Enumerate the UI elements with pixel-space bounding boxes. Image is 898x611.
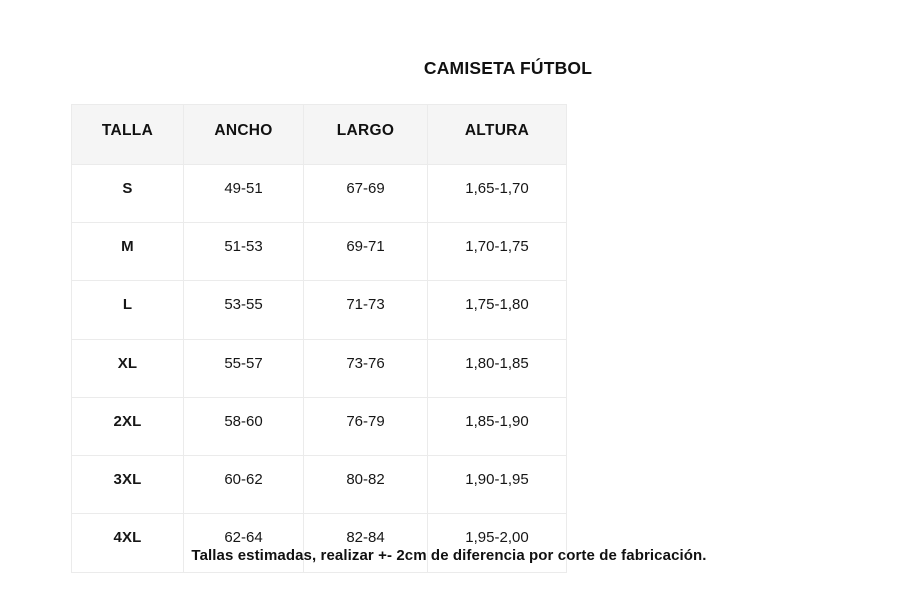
cell-largo: 69-71	[303, 222, 428, 282]
table-row: L 53-55 71-73 1,75-1,80	[71, 280, 567, 340]
table-row: S 49-51 67-69 1,65-1,70	[71, 163, 567, 224]
cell-largo: 73-76	[303, 338, 428, 398]
cell-altura: 1,85-1,90	[427, 396, 567, 457]
cell-altura: 1,80-1,85	[427, 338, 567, 398]
column-header-talla: TALLA	[71, 104, 184, 165]
table-body: S 49-51 67-69 1,65-1,70 M 51-53 69-71 1,…	[71, 163, 567, 573]
cell-ancho: 62-64	[183, 513, 304, 573]
cell-talla: L	[71, 280, 184, 340]
column-header-largo: LARGO	[303, 104, 428, 165]
page-title: CAMISETA FÚTBOL	[423, 58, 593, 78]
cell-altura: 1,65-1,70	[427, 163, 567, 224]
table-header-row: TALLA ANCHO LARGO ALTURA	[71, 104, 567, 165]
table-row: 3XL 60-62 80-82 1,90-1,95	[71, 455, 567, 515]
cell-ancho: 53-55	[183, 280, 304, 340]
cell-ancho: 58-60	[183, 396, 304, 457]
cell-ancho: 51-53	[183, 222, 304, 282]
cell-largo: 76-79	[303, 396, 428, 457]
table-row: 4XL 62-64 82-84 1,95-2,00	[71, 513, 567, 573]
cell-altura: 1,75-1,80	[427, 280, 567, 340]
cell-talla: M	[71, 222, 184, 282]
table-row: XL 55-57 73-76 1,80-1,85	[71, 338, 567, 398]
table-row: 2XL 58-60 76-79 1,85-1,90	[71, 396, 567, 457]
cell-talla: 4XL	[71, 513, 184, 573]
cell-talla: 3XL	[71, 455, 184, 515]
size-chart-table: TALLA ANCHO LARGO ALTURA S 49-51 67-69 1…	[71, 104, 567, 573]
cell-talla: 2XL	[71, 396, 184, 457]
column-header-altura: ALTURA	[427, 104, 567, 165]
cell-talla: S	[71, 163, 184, 224]
cell-largo: 71-73	[303, 280, 428, 340]
table-header: TALLA ANCHO LARGO ALTURA	[71, 104, 567, 165]
disclaimer-note: Tallas estimadas, realizar +- 2cm de dif…	[191, 547, 707, 564]
table-row: M 51-53 69-71 1,70-1,75	[71, 222, 567, 282]
cell-altura: 1,95-2,00	[427, 513, 567, 573]
size-table-container: TALLA ANCHO LARGO ALTURA S 49-51 67-69 1…	[71, 104, 567, 573]
cell-altura: 1,70-1,75	[427, 222, 567, 282]
cell-altura: 1,90-1,95	[427, 455, 567, 515]
cell-largo: 67-69	[303, 163, 428, 224]
cell-ancho: 49-51	[183, 163, 304, 224]
cell-ancho: 55-57	[183, 338, 304, 398]
cell-largo: 80-82	[303, 455, 428, 515]
cell-talla: XL	[71, 338, 184, 398]
cell-ancho: 60-62	[183, 455, 304, 515]
column-header-ancho: ANCHO	[183, 104, 304, 165]
